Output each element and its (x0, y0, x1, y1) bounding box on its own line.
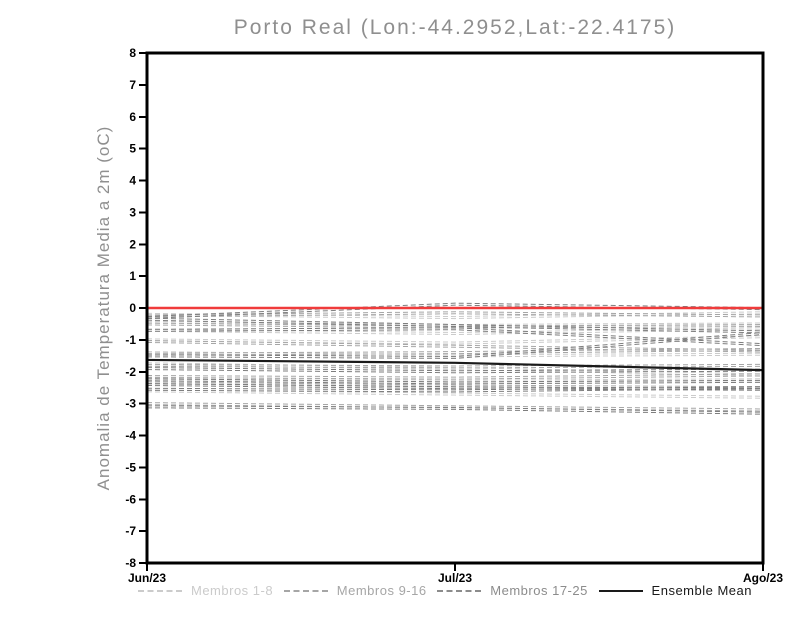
y-tick-label: 1 (129, 269, 136, 283)
member-line (146, 373, 764, 378)
member-line (146, 381, 764, 388)
y-tick-label: 0 (129, 301, 136, 315)
member-line (146, 329, 764, 336)
member-line (146, 327, 764, 345)
y-tick-label: 5 (129, 142, 136, 156)
y-tick-label: 6 (129, 110, 136, 124)
member-line (146, 364, 764, 377)
member-line (146, 376, 764, 381)
member-line (146, 337, 764, 345)
legend-label: Membros 1-8 (191, 583, 274, 598)
y-tick-label: 8 (129, 46, 136, 60)
legend-label: Membros 9-16 (336, 583, 427, 598)
member-line (146, 388, 764, 393)
member-line (146, 311, 764, 316)
ensemble-mean-line (146, 358, 764, 372)
legend-item-membros-17-25: Membros 17-25 (437, 583, 588, 598)
member-line (146, 317, 764, 332)
y-tick-label: -3 (125, 397, 136, 411)
member-line (146, 341, 764, 353)
member-line (146, 334, 764, 359)
legend-label: Ensemble Mean (651, 583, 752, 598)
member-line (146, 311, 764, 318)
y-tick-label: -5 (125, 460, 136, 474)
member-line (146, 363, 764, 367)
member-line (146, 402, 764, 410)
y-tick-label: -8 (125, 556, 136, 570)
member-line (146, 386, 764, 391)
member-line (146, 380, 764, 385)
member-line (146, 332, 764, 357)
member-line (146, 378, 764, 383)
member-line (146, 405, 764, 413)
legend-item-membros-1-8: Membros 1-8 (138, 583, 273, 598)
member-line (146, 407, 764, 415)
x-tick-label: Ago/23 (743, 571, 783, 585)
member-line (146, 347, 764, 354)
x-tick-label: Jul/23 (438, 571, 472, 585)
dashed-line-swatch (283, 589, 328, 592)
member-line (146, 375, 764, 380)
member-line (146, 302, 764, 318)
y-tick-label: 2 (129, 237, 136, 251)
member-line (146, 335, 764, 343)
legend-item-membros-9-16: Membros 9-16 (283, 583, 427, 598)
y-tick-label: 7 (129, 78, 136, 92)
y-tick-label: -7 (125, 524, 136, 538)
dashed-line-swatch (437, 589, 482, 592)
y-tick-label: -2 (125, 365, 136, 379)
solid-line-swatch (598, 589, 643, 592)
member-line (146, 349, 764, 356)
y-tick-label: -4 (125, 429, 136, 443)
y-tick-label: -1 (125, 333, 136, 347)
dashed-line-swatch (138, 589, 182, 592)
legend-label: Membros 17-25 (490, 583, 588, 598)
legend-item-ensemble-mean: Ensemble Mean (598, 583, 752, 598)
x-tick-label: Jun/23 (128, 571, 166, 585)
member-line (146, 327, 764, 334)
member-line (146, 351, 764, 356)
member-line (146, 339, 764, 351)
legend: Membros 1-8 Membros 9-16 Membros 17-25 E… (138, 583, 752, 598)
member-line (146, 319, 764, 334)
member-line (146, 369, 764, 374)
member-line (146, 313, 764, 318)
y-tick-label: -6 (125, 492, 136, 506)
y-tick-label: 3 (129, 205, 136, 219)
member-line (146, 313, 764, 320)
member-line (146, 367, 764, 372)
member-line (146, 389, 764, 397)
member-line (146, 391, 764, 399)
chart-title: Porto Real (Lon:-44.2952,Lat:-22.4175) (233, 16, 677, 39)
y-tick-label: 4 (129, 174, 136, 188)
